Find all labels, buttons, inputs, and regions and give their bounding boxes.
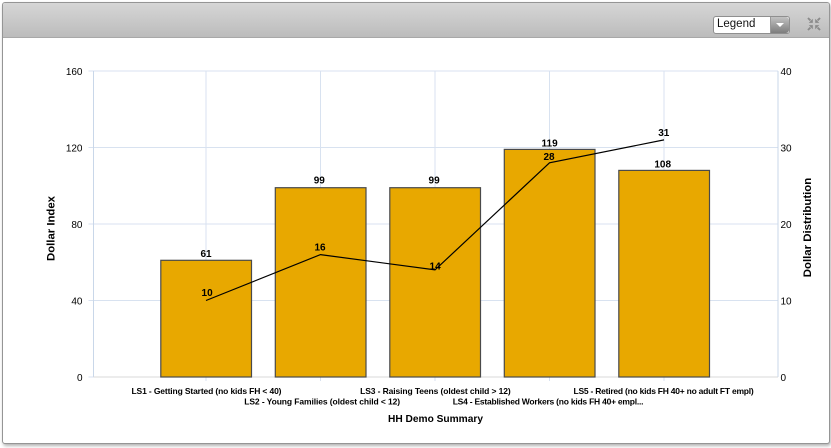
svg-text:LS2 - Young Families (oldest c: LS2 - Young Families (oldest child < 12) bbox=[244, 396, 400, 406]
svg-text:10: 10 bbox=[780, 296, 792, 307]
svg-text:30: 30 bbox=[780, 143, 792, 154]
svg-text:0: 0 bbox=[76, 373, 82, 384]
svg-text:120: 120 bbox=[65, 143, 82, 154]
svg-text:28: 28 bbox=[543, 152, 555, 163]
svg-text:LS1 - Getting Started (no kids: LS1 - Getting Started (no kids FH < 40) bbox=[131, 386, 281, 396]
svg-text:10: 10 bbox=[201, 288, 213, 299]
svg-text:16: 16 bbox=[314, 242, 326, 253]
svg-text:LS4 - Established Workers (no: LS4 - Established Workers (no kids FH 40… bbox=[452, 396, 643, 406]
svg-text:LS5 - Retired (no kids FH 40+: LS5 - Retired (no kids FH 40+ no adult F… bbox=[573, 386, 753, 396]
svg-text:20: 20 bbox=[780, 220, 792, 231]
svg-text:31: 31 bbox=[658, 128, 670, 139]
svg-text:61: 61 bbox=[200, 249, 212, 260]
svg-text:14: 14 bbox=[429, 261, 441, 272]
svg-text:108: 108 bbox=[654, 159, 671, 170]
svg-text:80: 80 bbox=[71, 220, 83, 231]
svg-text:Dollar Index: Dollar Index bbox=[45, 195, 57, 261]
svg-text:99: 99 bbox=[428, 175, 440, 186]
svg-text:LS3 - Raising Teens (oldest ch: LS3 - Raising Teens (oldest child > 12) bbox=[360, 386, 511, 396]
svg-text:160: 160 bbox=[65, 67, 82, 78]
svg-text:HH Demo Summary: HH Demo Summary bbox=[388, 412, 483, 424]
svg-text:0: 0 bbox=[780, 373, 786, 384]
svg-text:40: 40 bbox=[71, 296, 83, 307]
svg-text:Dollar Distribution: Dollar Distribution bbox=[802, 177, 814, 277]
svg-text:40: 40 bbox=[780, 67, 792, 78]
svg-text:99: 99 bbox=[313, 175, 325, 186]
svg-text:119: 119 bbox=[541, 138, 558, 149]
